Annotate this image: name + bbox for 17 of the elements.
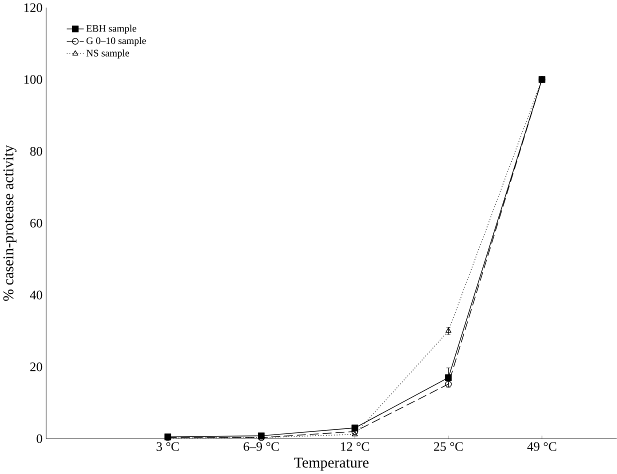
legend-label: G 0–10 sample	[86, 37, 146, 46]
x-tick-label: 49 °C	[527, 442, 556, 451]
legend-label: NS sample	[86, 49, 130, 59]
y-tick-label: 20	[30, 362, 42, 372]
x-tick-label: 25 °C	[434, 442, 463, 451]
x-tick-label: 6–9 °C	[244, 442, 279, 451]
x-axis-title: Temperature	[294, 458, 369, 471]
x-tick-label: 3 °C	[156, 442, 179, 451]
y-axis-title: % casein-protease activity	[3, 145, 16, 301]
y-tick-label: 40	[30, 290, 42, 300]
y-tick-label: 80	[30, 146, 42, 156]
y-tick-label: 120	[24, 3, 42, 12]
y-tick-label: 100	[24, 75, 42, 84]
y-tick-label: 60	[30, 218, 42, 228]
y-tick-label: 0	[36, 434, 42, 444]
x-tick-label: 12 °C	[341, 442, 370, 451]
legend-label: EBH sample	[86, 24, 136, 34]
